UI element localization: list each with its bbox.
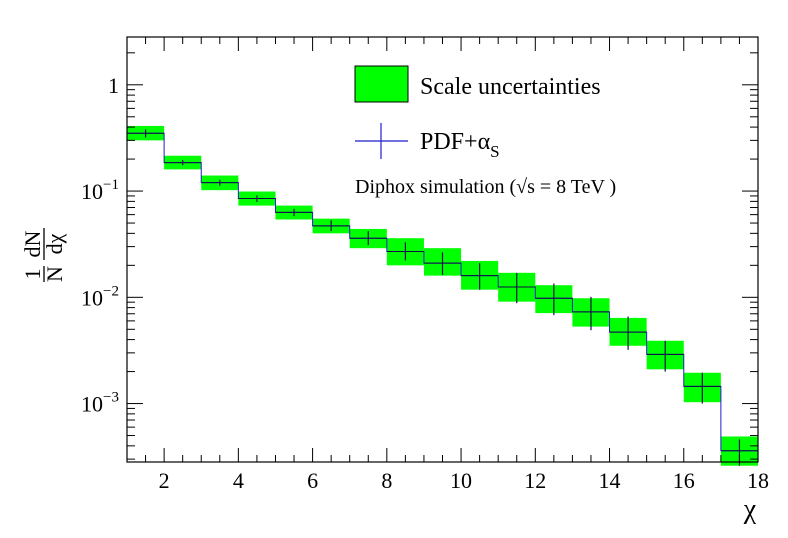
- x-tick-label: 14: [599, 468, 621, 493]
- x-tick-label: 12: [524, 468, 546, 493]
- y-tick-label: 10−1: [81, 177, 119, 204]
- x-tick-labels: 2 4 6 8 10 12 14 16 18: [159, 468, 769, 493]
- y-tick-labels: 1 10−1 10−2 10−3: [81, 73, 119, 417]
- pdf-alphas-error-bars: [127, 129, 758, 466]
- x-tick-label: 2: [159, 468, 170, 493]
- x-tick-label: 6: [307, 468, 318, 493]
- y-label-prefix-den: N: [42, 266, 67, 282]
- y-tick-label: 10−2: [81, 283, 119, 310]
- axis-ticks: [126, 37, 759, 462]
- y-label-prefix-num: 1: [20, 269, 45, 280]
- x-axis-label: χ: [743, 494, 757, 525]
- annotation-text: Diphox simulation (√s = 8 TeV ): [355, 176, 616, 198]
- y-label-den: dχ: [42, 233, 67, 254]
- y-label-num: dN: [20, 230, 45, 257]
- legend-label-scale: Scale uncertainties: [420, 74, 601, 100]
- y-axis-label: 1 N dN dχ: [20, 228, 67, 282]
- x-tick-label: 16: [673, 468, 695, 493]
- x-tick-label: 18: [747, 468, 769, 493]
- y-tick-label: 1: [108, 73, 119, 98]
- legend-swatch-scale: [354, 65, 409, 103]
- x-tick-label: 8: [381, 468, 392, 493]
- x-tick-label: 10: [450, 468, 472, 493]
- y-tick-label: 10−3: [81, 390, 119, 417]
- legend-label-pdf: PDF+αS: [420, 129, 500, 161]
- x-tick-label: 4: [233, 468, 244, 493]
- legend: Scale uncertainties PDF+αS: [354, 65, 601, 161]
